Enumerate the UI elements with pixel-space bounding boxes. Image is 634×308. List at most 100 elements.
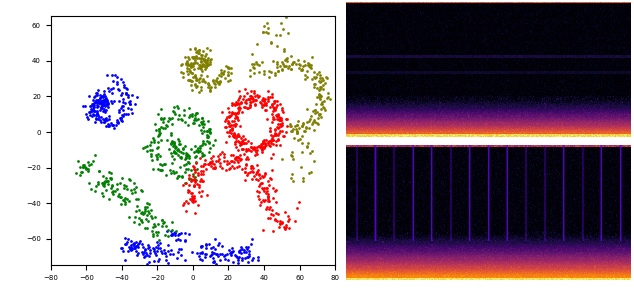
Point <box>273 68 283 73</box>
Point <box>249 66 259 71</box>
Point <box>198 63 208 67</box>
Point <box>193 149 203 154</box>
Point <box>171 228 181 233</box>
Point <box>210 84 221 89</box>
Point <box>190 73 200 78</box>
Point <box>112 82 122 87</box>
Point <box>86 107 96 111</box>
Point <box>127 191 137 196</box>
Point <box>247 164 257 168</box>
Point <box>223 121 233 126</box>
Point <box>234 164 244 169</box>
Point <box>124 100 134 105</box>
Point <box>153 139 163 144</box>
Point <box>256 144 266 148</box>
Point <box>96 100 106 105</box>
Point <box>223 258 233 263</box>
Point <box>273 121 283 126</box>
Point <box>259 189 269 194</box>
Point <box>205 62 215 67</box>
Point <box>191 78 201 83</box>
Point <box>216 161 226 166</box>
Point <box>232 164 242 169</box>
Point <box>270 10 280 15</box>
Point <box>228 110 238 115</box>
Point <box>89 108 100 113</box>
Point <box>200 241 210 246</box>
Point <box>207 252 217 257</box>
Point <box>174 155 184 160</box>
Point <box>230 139 240 144</box>
Point <box>198 57 209 62</box>
Point <box>86 108 96 113</box>
Point <box>195 122 205 127</box>
Point <box>86 112 96 117</box>
Point <box>302 107 312 111</box>
Point <box>123 236 133 241</box>
Point <box>133 242 143 247</box>
Point <box>224 166 234 171</box>
Point <box>184 231 194 236</box>
Point <box>281 117 292 122</box>
Point <box>186 111 197 116</box>
Point <box>178 70 188 75</box>
Point <box>268 58 278 63</box>
Point <box>193 146 204 151</box>
Point <box>119 84 129 89</box>
Point <box>100 117 110 122</box>
Point <box>304 63 314 68</box>
Point <box>173 249 183 254</box>
Point <box>271 200 281 205</box>
Point <box>160 233 170 238</box>
Point <box>195 156 205 160</box>
Point <box>294 200 304 205</box>
Point <box>227 127 237 132</box>
Point <box>136 188 146 193</box>
Point <box>181 209 191 213</box>
Point <box>238 138 248 143</box>
Point <box>262 205 272 209</box>
Point <box>230 122 240 127</box>
Point <box>205 160 215 165</box>
Point <box>224 109 234 114</box>
Point <box>83 167 93 172</box>
Point <box>172 148 182 153</box>
Point <box>110 72 120 77</box>
Point <box>195 145 205 150</box>
Point <box>100 120 110 124</box>
Point <box>230 156 240 161</box>
Point <box>155 167 165 172</box>
Point <box>258 198 268 203</box>
Point <box>206 156 216 160</box>
Point <box>209 258 219 263</box>
Point <box>146 154 157 159</box>
Point <box>104 169 114 174</box>
Point <box>197 179 207 184</box>
Point <box>169 230 179 235</box>
Point <box>185 46 195 51</box>
Point <box>121 183 131 188</box>
Point <box>92 111 102 116</box>
Point <box>94 101 105 106</box>
Point <box>196 56 206 61</box>
Point <box>179 239 190 244</box>
Point <box>177 174 187 179</box>
Point <box>87 102 98 107</box>
Point <box>208 79 218 84</box>
Point <box>271 113 281 118</box>
Point <box>304 117 314 122</box>
Point <box>276 116 287 120</box>
Point <box>184 112 195 117</box>
Point <box>112 193 122 198</box>
Point <box>264 138 274 143</box>
Point <box>273 125 283 130</box>
Point <box>312 71 322 76</box>
Point <box>160 250 171 255</box>
Point <box>148 140 158 145</box>
Point <box>267 135 277 140</box>
Point <box>236 139 246 144</box>
Point <box>202 60 212 65</box>
Point <box>98 103 108 108</box>
Point <box>183 61 193 66</box>
Point <box>221 125 231 130</box>
